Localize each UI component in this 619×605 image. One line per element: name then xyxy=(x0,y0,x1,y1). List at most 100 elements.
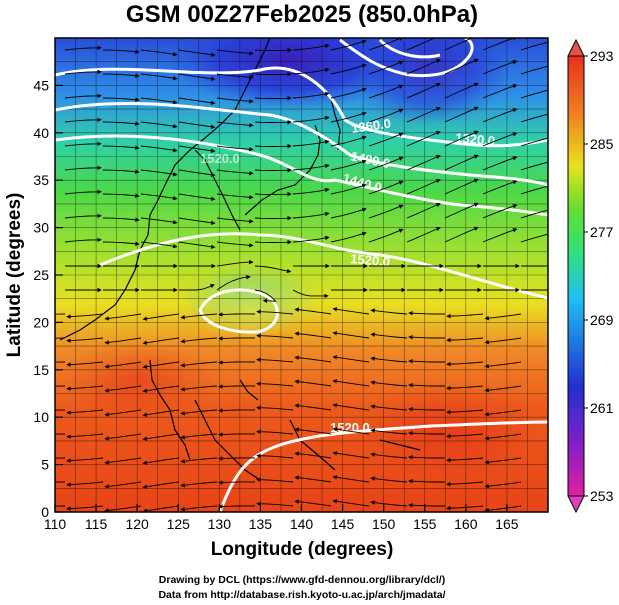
streamline xyxy=(256,405,294,411)
streamline xyxy=(406,38,441,51)
streamline xyxy=(406,82,441,99)
streamline xyxy=(332,379,370,387)
streamline xyxy=(140,121,178,129)
streamline xyxy=(140,241,178,249)
streamline xyxy=(66,385,104,391)
streamline xyxy=(216,145,254,152)
x-tick-label: 145 xyxy=(331,516,355,532)
streamline xyxy=(102,49,140,54)
streamline xyxy=(294,379,332,387)
y-tick-label: 45 xyxy=(33,77,49,93)
streamline xyxy=(368,180,404,195)
streamline xyxy=(218,432,256,437)
streamline xyxy=(178,97,216,105)
streamline xyxy=(446,313,484,319)
streamline xyxy=(216,274,251,291)
streamline xyxy=(142,385,180,393)
colorbar-label-269: 269 xyxy=(590,312,614,328)
streamline xyxy=(64,93,102,99)
streamline xyxy=(104,361,142,369)
streamline xyxy=(66,313,104,319)
streamline xyxy=(66,361,104,367)
x-tick-label: 115 xyxy=(85,516,108,532)
streamline xyxy=(216,49,254,56)
streamline xyxy=(446,433,484,439)
contour-label: 1520.0 xyxy=(330,420,370,435)
streamline xyxy=(140,49,178,57)
streamline xyxy=(446,337,484,343)
streamline xyxy=(254,265,292,274)
streamline xyxy=(55,505,66,507)
streamline xyxy=(484,481,522,489)
streamline xyxy=(254,47,292,53)
streamline xyxy=(332,427,370,435)
streamline xyxy=(520,233,548,243)
streamline xyxy=(180,433,218,440)
streamline xyxy=(444,178,479,195)
streamline xyxy=(484,385,522,393)
y-tick-label: 0 xyxy=(41,504,49,520)
y-tick-label: 10 xyxy=(33,409,49,425)
streamline xyxy=(368,156,404,171)
streamline xyxy=(178,193,216,201)
streamline xyxy=(180,409,218,416)
streamline xyxy=(256,429,294,435)
streamline xyxy=(520,89,548,99)
streamline xyxy=(406,154,441,171)
streamline xyxy=(216,97,254,104)
streamline xyxy=(64,141,102,147)
streamline xyxy=(292,115,330,123)
streamline xyxy=(178,49,216,57)
streamline xyxy=(142,361,180,369)
streamline xyxy=(408,358,445,364)
streamline xyxy=(140,97,178,105)
streamline xyxy=(55,409,66,411)
streamline xyxy=(104,313,142,321)
streamline xyxy=(180,505,218,512)
streamline xyxy=(216,193,254,200)
x-tick-label: 160 xyxy=(454,516,478,532)
streamline xyxy=(140,217,178,225)
streamline xyxy=(142,313,180,321)
streamline xyxy=(368,228,404,243)
streamline xyxy=(142,481,180,489)
streamline xyxy=(216,259,254,267)
streamline xyxy=(408,454,445,460)
streamline xyxy=(55,433,66,435)
colorbar-label-293: 293 xyxy=(590,48,614,64)
streamline xyxy=(292,289,329,299)
credit-data: Data from http://database.rish.kyoto-u.a… xyxy=(158,589,445,601)
streamline xyxy=(55,481,66,483)
streamline xyxy=(179,284,215,291)
colorbar-min-arrow xyxy=(567,495,585,514)
streamline xyxy=(370,476,408,483)
streamline xyxy=(142,337,180,345)
streamline xyxy=(254,95,292,101)
x-tick-label: 135 xyxy=(249,516,273,532)
streamline xyxy=(482,38,518,51)
streamline xyxy=(142,433,180,441)
streamline xyxy=(178,241,216,249)
streamline xyxy=(484,457,522,465)
streamline xyxy=(292,211,330,219)
streamline xyxy=(368,132,404,147)
streamline xyxy=(256,477,294,483)
streamline xyxy=(294,403,332,411)
streamline xyxy=(66,505,104,511)
streamline xyxy=(254,289,277,304)
streamline xyxy=(178,145,216,153)
streamline xyxy=(256,381,294,387)
streamline xyxy=(330,39,367,51)
x-tick-label: 120 xyxy=(125,516,149,532)
streamline xyxy=(102,193,140,198)
streamline xyxy=(408,406,445,412)
streamline xyxy=(254,143,292,149)
streamline xyxy=(370,308,408,315)
streamline xyxy=(216,121,254,128)
streamline xyxy=(330,159,367,171)
streamline xyxy=(444,202,479,219)
streamline xyxy=(444,82,479,99)
streamline xyxy=(254,71,292,77)
streamline xyxy=(368,108,404,123)
streamline xyxy=(55,313,66,315)
